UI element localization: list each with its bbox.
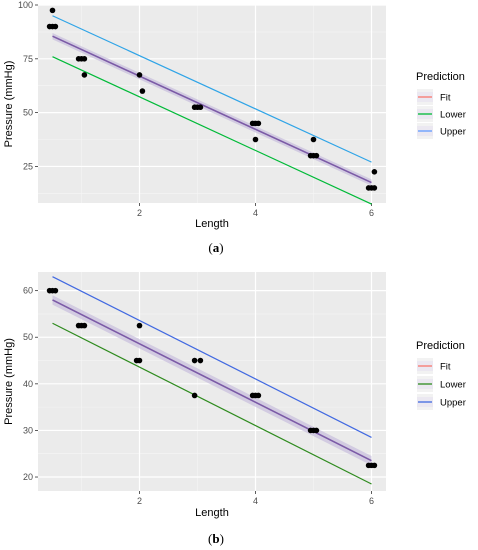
series-line-fit [52, 299, 372, 462]
y-tick-label: 60 [23, 286, 33, 296]
x-tick-label: 4 [253, 496, 258, 506]
y-axis-title: Pressure (mmHg) [3, 338, 15, 425]
legend-label: Fit [440, 362, 451, 373]
y-tick-label: 100 [18, 0, 33, 10]
y-tick-label: 50 [23, 108, 33, 118]
legend-label: Upper [440, 398, 466, 409]
data-point [191, 357, 198, 364]
panel-caption: (b) [208, 531, 224, 546]
data-point [310, 136, 317, 143]
plot-background [38, 5, 386, 203]
legend-label: Fit [440, 93, 451, 104]
data-point [136, 72, 143, 78]
legend-label: Upper [440, 127, 466, 138]
data-point [252, 136, 259, 143]
data-point [139, 88, 146, 94]
legend-title: Prediction [416, 340, 465, 352]
data-point [197, 104, 204, 111]
x-tick-label: 6 [369, 496, 374, 506]
x-axis-title: Length [195, 218, 229, 230]
y-tick-label: 50 [23, 332, 33, 342]
data-point [81, 322, 88, 329]
panel-caption: (a) [208, 240, 223, 255]
data-point [255, 392, 262, 399]
y-tick-label: 20 [23, 472, 33, 482]
x-tick-label: 6 [369, 208, 374, 218]
series-line-lower [52, 56, 372, 205]
data-point [371, 168, 378, 175]
x-tick-label: 4 [253, 208, 258, 218]
legend-label: Lower [440, 380, 466, 391]
data-point [255, 120, 262, 127]
legend: Prediction Fit Lower Upper [416, 340, 466, 410]
data-point [81, 72, 88, 78]
legend-label: Lower [440, 110, 466, 121]
chart-panel-1: 2 4 6 25 50 75 100 Length Pressure (mmHg) Predict… [3, 0, 466, 255]
series-line-upper [52, 15, 372, 163]
data-point [371, 462, 378, 469]
data-point [136, 357, 143, 364]
series-line-upper [52, 276, 372, 438]
y-tick-label: 30 [23, 425, 33, 435]
legend: Prediction Fit Lower Upper [416, 71, 466, 139]
legend-title: Prediction [416, 71, 465, 83]
y-tick-label: 25 [23, 161, 33, 171]
data-point [191, 392, 198, 399]
y-tick-label: 75 [23, 54, 33, 64]
data-point [136, 322, 143, 329]
data-point [197, 357, 204, 364]
series-line-lower [52, 322, 372, 485]
data-point [371, 185, 378, 191]
x-tick-label: 2 [137, 208, 142, 218]
chart-panel-2: 2 4 6 20 30 40 50 60 Length Pressure (mmHg) Predic… [3, 272, 466, 546]
series-line-fit [52, 35, 372, 184]
data-point [49, 7, 56, 14]
data-point [52, 23, 59, 30]
data-point [52, 287, 59, 294]
data-point [313, 152, 320, 159]
data-point [313, 427, 320, 434]
x-tick-label: 2 [137, 496, 142, 506]
data-point [81, 56, 88, 62]
y-axis-title: Pressure (mmHg) [3, 61, 15, 148]
x-axis-title: Length [195, 507, 229, 519]
y-tick-label: 40 [23, 379, 33, 389]
